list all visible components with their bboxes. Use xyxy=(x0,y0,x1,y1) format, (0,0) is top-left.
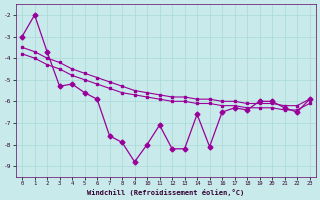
X-axis label: Windchill (Refroidissement éolien,°C): Windchill (Refroidissement éolien,°C) xyxy=(87,189,244,196)
